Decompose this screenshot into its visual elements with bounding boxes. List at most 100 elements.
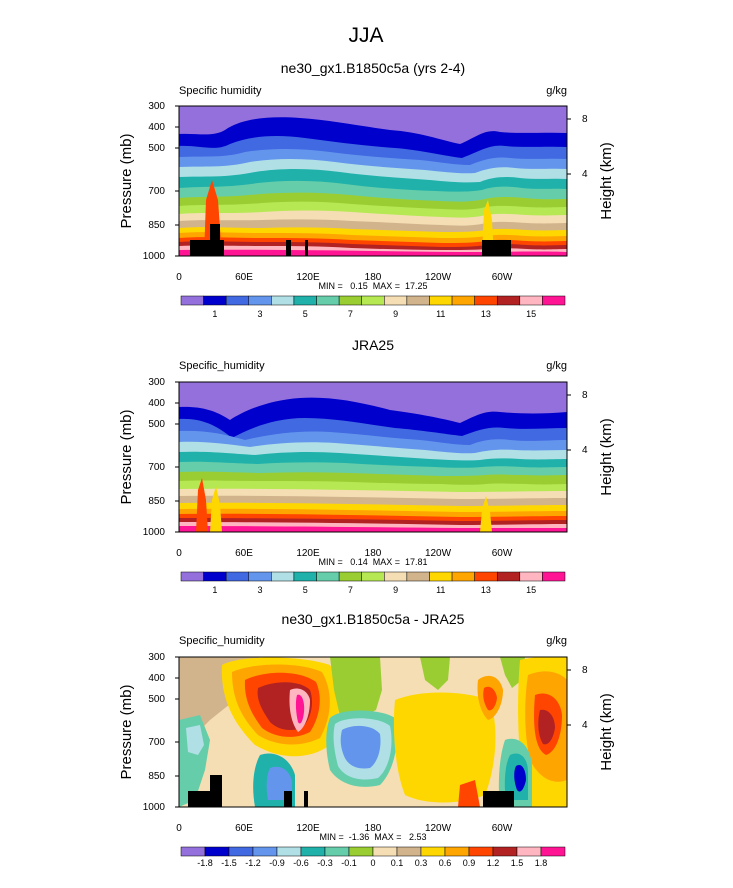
colorbar-label: -0.1: [341, 858, 357, 868]
colorbar-swatch: [429, 571, 453, 582]
lon-tick: 60E: [235, 272, 253, 283]
colorbar-swatch: [271, 295, 295, 306]
colorbar-swatch: [492, 846, 518, 857]
lon-tick: 180: [365, 823, 382, 834]
colorbar-swatch: [451, 295, 475, 306]
y-axis-label: Pressure (mb): [118, 684, 135, 779]
plot-frame: [178, 656, 568, 808]
colorbar-swatch: [228, 846, 254, 857]
colorbar-swatch: [338, 295, 362, 306]
colorbar-swatch: [180, 295, 204, 306]
topography-mask: [210, 224, 220, 240]
colorbar-label: 0.9: [463, 858, 476, 868]
height-axis: 8 4: [567, 390, 588, 456]
height-axis: 8 4: [567, 665, 588, 731]
units-label: g/kg: [546, 635, 567, 647]
min-max-stats: MIN = -1.36 MAX = 2.53: [319, 832, 426, 842]
colorbar: -1.8 -1.5 -1.2 -0.9 -0.6 -0.3 -0.1 0 0.1 0.3 0.6 0.…: [180, 846, 566, 868]
colorbar-label: 1.5: [511, 858, 524, 868]
region-positive: [483, 686, 497, 711]
panel-reanalysis: JRA25 Specific_humidity g/kg: [118, 337, 615, 595]
pressure-tick: 300: [148, 101, 165, 112]
lon-tick: 60W: [492, 823, 513, 834]
colorbar-swatch: [496, 295, 521, 306]
colorbar-swatch: [338, 571, 362, 582]
colorbar-label: 7: [348, 309, 353, 319]
lon-axis: 0 60E 120E 180 120W 60W: [176, 548, 513, 559]
colorbar-swatch: [348, 846, 374, 857]
colorbar-swatch: [496, 571, 521, 582]
pressure-tick: 850: [148, 771, 165, 782]
left-label: Specific_humidity: [179, 635, 265, 647]
left-label: Specific humidity: [179, 85, 262, 97]
colorbar-label: -1.8: [197, 858, 213, 868]
colorbar-swatch: [248, 295, 272, 306]
lon-tick: 60W: [492, 548, 513, 559]
colorbar-label: 15: [526, 585, 536, 595]
pressure-tick: 500: [148, 419, 165, 430]
lon-tick: 120W: [425, 272, 452, 283]
height-axis: 8 4: [567, 114, 588, 180]
lon-tick: 120W: [425, 823, 452, 834]
colorbar-swatch: [474, 571, 498, 582]
pressure-tick: 850: [148, 496, 165, 507]
colorbar-label: 0.3: [415, 858, 428, 868]
topography-mask: [284, 791, 292, 807]
colorbar-swatch: [293, 295, 317, 306]
region-negative: [330, 657, 382, 718]
lon-tick: 180: [365, 272, 382, 283]
colorbar-swatch: [204, 846, 230, 857]
left-label: Specific_humidity: [179, 360, 265, 372]
pressure-tick: 400: [148, 673, 165, 684]
colorbar-swatch: [468, 846, 494, 857]
topography-mask: [304, 791, 308, 807]
region-negative: [186, 725, 204, 755]
topography-mask: [286, 240, 291, 256]
lon-axis: 0 60E 120E 180 120W 60W: [176, 823, 513, 834]
height-tick: 8: [582, 390, 588, 401]
pressure-tick: 1000: [143, 802, 166, 813]
pressure-tick: 1000: [143, 251, 166, 262]
colorbar-swatch: [519, 571, 543, 582]
y2-axis-label: Height (km): [598, 418, 615, 496]
panel-title: ne30_gx1.B1850c5a - JRA25: [282, 611, 465, 627]
topography-mask: [188, 791, 222, 807]
band-level-17: [179, 526, 567, 532]
colorbar-swatch: [384, 571, 408, 582]
colorbar-swatch: [316, 295, 340, 306]
colorbar-swatch: [225, 571, 250, 582]
band-level-17: [179, 249, 567, 256]
contour-field: [179, 382, 567, 532]
height-tick: 8: [582, 665, 588, 676]
colorbar-swatch: [372, 846, 398, 857]
lon-tick: 0: [176, 548, 182, 559]
height-tick: 4: [582, 445, 588, 456]
height-tick: 4: [582, 169, 588, 180]
colorbar-swatch: [396, 846, 422, 857]
colorbar-swatch: [248, 571, 272, 582]
pressure-tick: 700: [148, 737, 165, 748]
panel-title: JRA25: [352, 337, 394, 353]
pressure-tick: 700: [148, 462, 165, 473]
y2-axis-label: Height (km): [598, 142, 615, 220]
topography-mask: [483, 791, 514, 807]
colorbar-swatch: [444, 846, 470, 857]
topography-mask: [190, 240, 224, 256]
region-negative: [340, 725, 381, 769]
lon-tick: 60E: [235, 548, 253, 559]
contour-field: [179, 106, 567, 256]
colorbar-swatch: [474, 295, 498, 306]
colorbar-swatch: [324, 846, 350, 857]
colorbar-label: -1.2: [245, 858, 261, 868]
colorbar-swatch: [540, 846, 566, 857]
colorbar-swatch: [293, 571, 317, 582]
colorbar-swatch: [451, 571, 475, 582]
lon-tick: 120E: [296, 548, 320, 559]
colorbar-label: 13: [481, 309, 491, 319]
colorbar-label: 13: [481, 585, 491, 595]
y-axis-label: Pressure (mb): [118, 409, 135, 504]
colorbar-swatch: [406, 571, 430, 582]
colorbar-label: -1.5: [221, 858, 237, 868]
colorbar-label: 1.2: [487, 858, 500, 868]
colorbar-swatch: [203, 295, 227, 306]
